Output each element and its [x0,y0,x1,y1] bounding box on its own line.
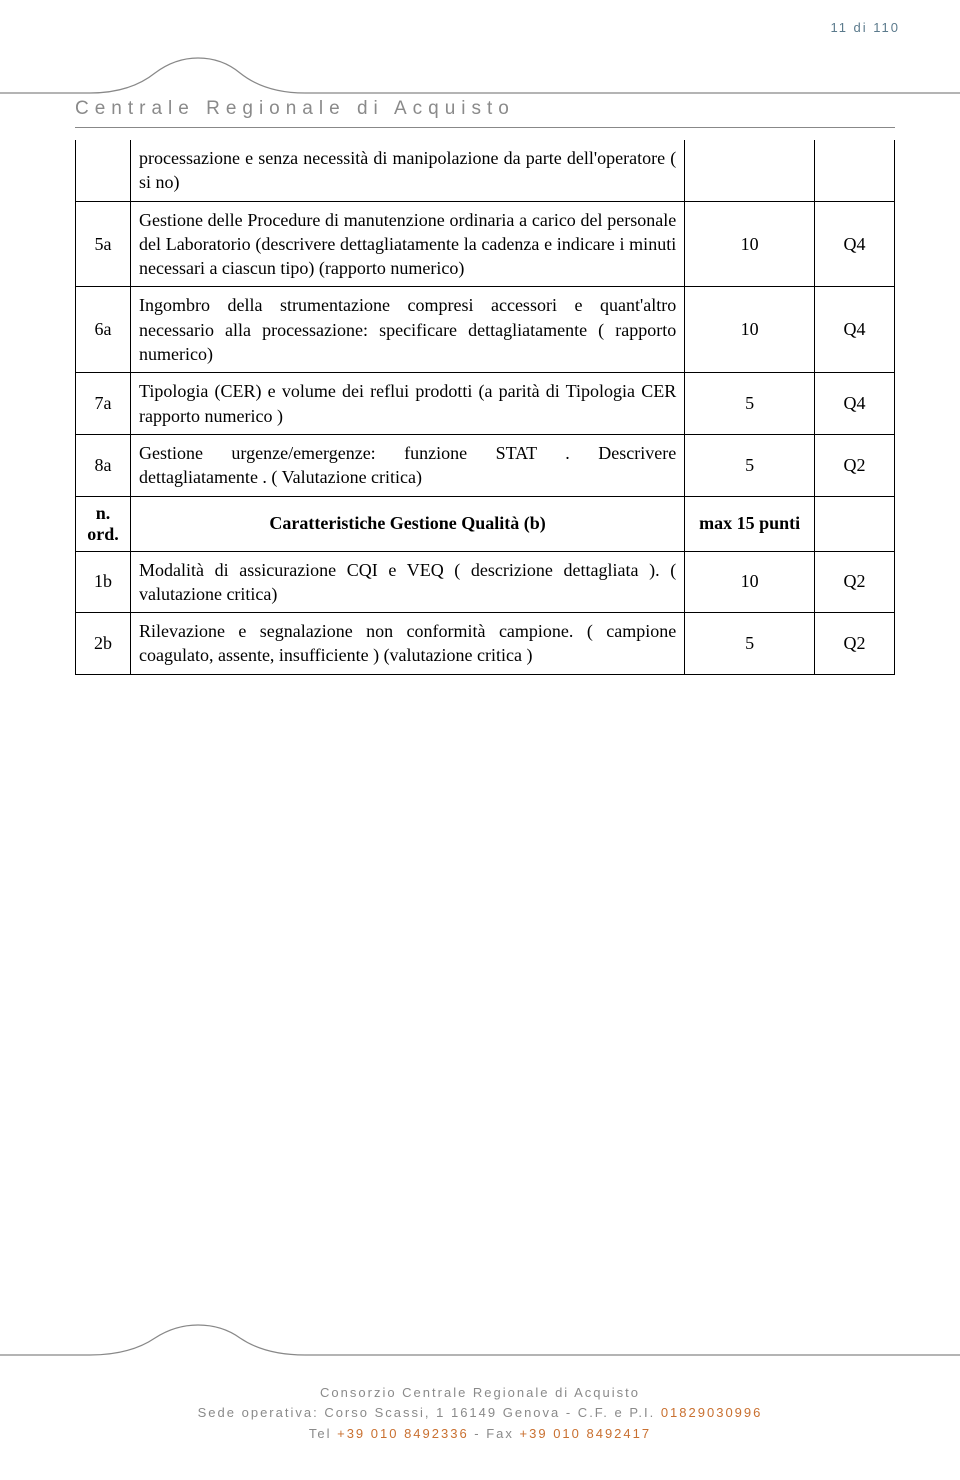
footer-line-3: Tel +39 010 8492336 - Fax +39 010 849241… [0,1424,960,1445]
footer-line-2: Sede operativa: Corso Scassi, 1 16149 Ge… [0,1403,960,1424]
table-row: 5aGestione delle Procedure di manutenzio… [76,201,895,287]
cell-q: Q4 [815,373,895,435]
cell-desc: Tipologia (CER) e volume dei reflui prod… [130,373,684,435]
table-row: 1bModalità di assicurazione CQI e VEQ ( … [76,551,895,613]
cell-q: Q4 [815,201,895,287]
cell-q [815,496,895,551]
cell-ord: n. ord. [76,496,131,551]
cell-points: 10 [685,551,815,613]
table-row: 2bRilevazione e segnalazione non conform… [76,613,895,675]
table-row: 7aTipologia (CER) e volume dei reflui pr… [76,373,895,435]
table-row: 8aGestione urgenze/emergenze: funzione S… [76,434,895,496]
cell-ord: 6a [76,287,131,373]
cell-desc: Gestione delle Procedure di manutenzione… [130,201,684,287]
cell-ord: 2b [76,613,131,675]
cell-q: Q4 [815,287,895,373]
cell-ord [76,140,131,201]
cell-ord: 1b [76,551,131,613]
cell-q: Q2 [815,613,895,675]
cell-q [815,140,895,201]
cell-points: 5 [685,373,815,435]
cell-desc: Caratteristiche Gestione Qualità (b) [130,496,684,551]
cell-points: 5 [685,434,815,496]
cell-points [685,140,815,201]
cell-ord: 5a [76,201,131,287]
cell-points: 5 [685,613,815,675]
cell-points: 10 [685,201,815,287]
table-row: processazione e senza necessità di manip… [76,140,895,201]
footer-curve [0,1320,960,1370]
cell-desc: Rilevazione e segnalazione non conformit… [130,613,684,675]
main-table: processazione e senza necessità di manip… [75,140,895,675]
cell-ord: 7a [76,373,131,435]
page-number: 11 di 110 [830,20,900,35]
table-row: 6aIngombro della strumentazione compresi… [76,287,895,373]
footer-text: Consorzio Centrale Regionale di Acquisto… [0,1383,960,1445]
cell-desc: processazione e senza necessità di manip… [130,140,684,201]
cell-ord: 8a [76,434,131,496]
table-row: n. ord.Caratteristiche Gestione Qualità … [76,496,895,551]
footer-line-1: Consorzio Centrale Regionale di Acquisto [0,1383,960,1404]
cell-desc: Modalità di assicurazione CQI e VEQ ( de… [130,551,684,613]
cell-desc: Gestione urgenze/emergenze: funzione STA… [130,434,684,496]
cell-desc: Ingombro della strumentazione compresi a… [130,287,684,373]
header-line [75,127,895,128]
cell-q: Q2 [815,434,895,496]
cell-points: 10 [685,287,815,373]
cell-points: max 15 punti [685,496,815,551]
header-title: Centrale Regionale di Acquisto [75,98,515,120]
cell-q: Q2 [815,551,895,613]
